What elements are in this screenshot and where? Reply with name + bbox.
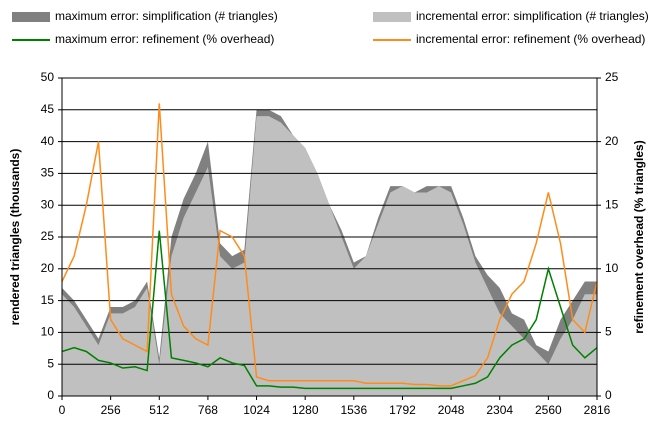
x-tick-label: 2048 xyxy=(438,403,465,417)
line xyxy=(61,103,598,387)
legend-label: incremental error: simplification (# tri… xyxy=(416,9,649,23)
x-tick-label: 1792 xyxy=(389,403,416,417)
x-tick-label: 1536 xyxy=(340,403,367,417)
x-tick-label: 2816 xyxy=(584,403,611,417)
y-tick-label: 20 xyxy=(41,261,55,275)
legend-swatch xyxy=(373,12,411,22)
legend-label: incremental error: refinement (% overhea… xyxy=(416,32,645,46)
legend-swatch xyxy=(12,12,50,22)
y-tick-label: 0 xyxy=(47,388,54,402)
y2-axis-label: refinement overhead (% triangles) xyxy=(632,140,646,333)
y-tick-label: 10 xyxy=(41,325,55,339)
x-tick-label: 256 xyxy=(101,403,121,417)
y2-tick-label: 0 xyxy=(605,388,612,402)
y-tick-label: 35 xyxy=(41,166,55,180)
y-tick-label: 40 xyxy=(41,134,55,148)
y-axis-label: rendered triangles (thousands) xyxy=(8,149,22,326)
x-tick-label: 1024 xyxy=(243,403,270,417)
x-tick-label: 512 xyxy=(149,403,169,417)
y-tick-label: 50 xyxy=(41,70,55,84)
y-tick-label: 15 xyxy=(41,293,55,307)
y-tick-label: 30 xyxy=(41,197,55,211)
y2-tick-label: 5 xyxy=(605,325,612,339)
x-tick-label: 0 xyxy=(59,403,66,417)
y-tick-label: 25 xyxy=(41,229,55,243)
x-tick-label: 1280 xyxy=(292,403,319,417)
x-tick-label: 768 xyxy=(198,403,218,417)
y2-tick-label: 25 xyxy=(605,70,619,84)
y-tick-label: 45 xyxy=(41,102,55,116)
x-tick-label: 2304 xyxy=(486,403,513,417)
y2-tick-label: 15 xyxy=(605,197,619,211)
area xyxy=(62,116,597,396)
legend-label: maximum error: simplification (# triangl… xyxy=(55,9,278,23)
legend-label: maximum error: refinement (% overhead) xyxy=(55,32,274,46)
y2-tick-label: 20 xyxy=(605,134,619,148)
x-tick-label: 2560 xyxy=(535,403,562,417)
y2-tick-label: 10 xyxy=(605,261,619,275)
line xyxy=(61,230,598,390)
y-tick-label: 5 xyxy=(47,356,54,370)
